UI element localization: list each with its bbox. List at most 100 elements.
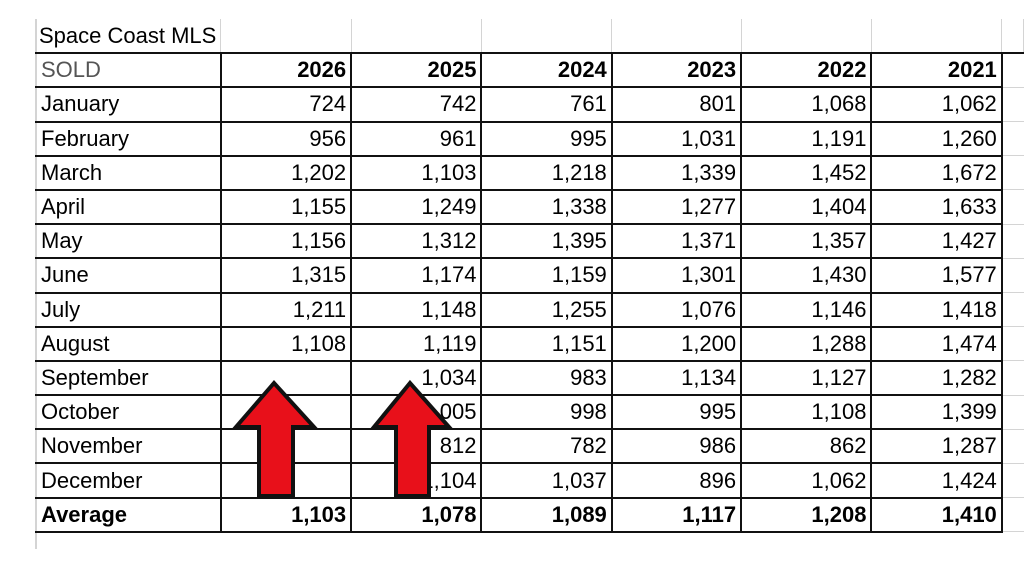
average-value-cell[interactable]: 1,103 bbox=[220, 497, 353, 533]
value-cell[interactable]: 1,202 bbox=[220, 155, 353, 191]
month-label-cell[interactable]: August bbox=[35, 326, 222, 362]
empty-cell[interactable] bbox=[1001, 326, 1024, 362]
value-cell[interactable]: 1,103 bbox=[351, 155, 483, 191]
value-cell[interactable]: 1,577 bbox=[871, 258, 1003, 294]
value-cell[interactable]: 1,418 bbox=[871, 292, 1003, 328]
empty-cell[interactable] bbox=[741, 19, 872, 54]
value-cell[interactable]: 1,424 bbox=[871, 463, 1003, 499]
value-cell[interactable]: 998 bbox=[481, 395, 613, 431]
value-cell[interactable]: 1,430 bbox=[741, 258, 873, 294]
value-cell[interactable]: 1,277 bbox=[611, 189, 743, 226]
month-label-cell[interactable]: February bbox=[35, 121, 222, 157]
empty-cell[interactable] bbox=[1001, 155, 1024, 191]
empty-cell[interactable] bbox=[1001, 429, 1024, 464]
empty-cell[interactable] bbox=[1001, 87, 1024, 123]
value-cell[interactable]: 1,200 bbox=[611, 326, 743, 362]
value-cell[interactable]: 1,174 bbox=[351, 258, 483, 294]
value-cell[interactable]: 761 bbox=[481, 87, 613, 123]
value-cell[interactable] bbox=[220, 463, 353, 499]
average-value-cell[interactable]: 1,089 bbox=[481, 497, 613, 533]
value-cell[interactable]: 1,034 bbox=[351, 360, 483, 397]
year-header-cell[interactable]: 2023 bbox=[611, 52, 743, 89]
value-cell[interactable]: 1,159 bbox=[481, 258, 613, 294]
year-header-cell[interactable]: 2021 bbox=[871, 52, 1003, 89]
value-cell[interactable]: 812 bbox=[351, 429, 483, 465]
value-cell[interactable]: 1,155 bbox=[220, 189, 353, 226]
average-value-cell[interactable]: 1,208 bbox=[741, 497, 873, 533]
value-cell[interactable]: 1,315 bbox=[220, 258, 353, 294]
month-label-cell[interactable]: June bbox=[35, 258, 222, 294]
month-label-cell[interactable]: April bbox=[35, 189, 222, 226]
average-value-cell[interactable]: 1,410 bbox=[871, 497, 1003, 533]
month-label-cell[interactable]: October bbox=[35, 395, 222, 431]
value-cell[interactable]: 1,339 bbox=[611, 155, 743, 191]
value-cell[interactable]: 724 bbox=[220, 87, 353, 123]
year-header-cell[interactable]: 2026 bbox=[220, 52, 353, 89]
value-cell[interactable]: 862 bbox=[741, 429, 873, 465]
value-cell[interactable]: 1,282 bbox=[871, 360, 1003, 397]
empty-cell[interactable] bbox=[1001, 258, 1024, 294]
value-cell[interactable]: 801 bbox=[611, 87, 743, 123]
value-cell[interactable]: 1,062 bbox=[871, 87, 1003, 123]
empty-cell[interactable] bbox=[481, 19, 613, 54]
value-cell[interactable]: 1,633 bbox=[871, 189, 1003, 226]
row-header-cell[interactable]: SOLD bbox=[35, 52, 222, 89]
month-label-cell[interactable]: November bbox=[35, 429, 222, 465]
month-label-cell[interactable]: March bbox=[35, 155, 222, 191]
empty-cell[interactable] bbox=[1001, 189, 1024, 225]
value-cell[interactable]: 961 bbox=[351, 121, 483, 157]
value-cell[interactable] bbox=[220, 395, 353, 431]
empty-cell[interactable] bbox=[1001, 463, 1024, 499]
value-cell[interactable]: 1,104 bbox=[351, 463, 483, 499]
value-cell[interactable]: 1,146 bbox=[741, 292, 873, 328]
value-cell[interactable]: 1,287 bbox=[871, 429, 1003, 465]
value-cell[interactable]: 1,301 bbox=[611, 258, 743, 294]
value-cell[interactable]: 1,108 bbox=[741, 395, 873, 431]
value-cell[interactable] bbox=[220, 360, 353, 397]
value-cell[interactable]: 1,357 bbox=[741, 224, 873, 260]
value-cell[interactable]: 1,218 bbox=[481, 155, 613, 191]
month-label-cell[interactable]: May bbox=[35, 224, 222, 260]
sheet-title-cell[interactable]: Space Coast MLS bbox=[35, 19, 222, 54]
value-cell[interactable]: 1,191 bbox=[741, 121, 873, 157]
average-value-cell[interactable]: 1,117 bbox=[611, 497, 743, 533]
value-cell[interactable]: 1,005 bbox=[351, 395, 483, 431]
value-cell[interactable]: 1,404 bbox=[741, 189, 873, 226]
value-cell[interactable]: 1,031 bbox=[611, 121, 743, 157]
value-cell[interactable]: 1,119 bbox=[351, 326, 483, 362]
value-cell[interactable]: 986 bbox=[611, 429, 743, 465]
value-cell[interactable]: 1,452 bbox=[741, 155, 873, 191]
value-cell[interactable]: 782 bbox=[481, 429, 613, 465]
month-label-cell[interactable]: December bbox=[35, 463, 222, 499]
value-cell[interactable]: 1,211 bbox=[220, 292, 353, 328]
empty-cell[interactable] bbox=[1001, 292, 1024, 328]
value-cell[interactable]: 1,312 bbox=[351, 224, 483, 260]
value-cell[interactable]: 1,672 bbox=[871, 155, 1003, 191]
average-label-cell[interactable]: Average bbox=[35, 497, 222, 533]
empty-cell[interactable] bbox=[220, 19, 352, 54]
year-header-cell[interactable]: 2024 bbox=[481, 52, 613, 89]
value-cell[interactable]: 1,037 bbox=[481, 463, 613, 499]
value-cell[interactable]: 1,288 bbox=[741, 326, 873, 362]
average-value-cell[interactable]: 1,078 bbox=[351, 497, 483, 533]
value-cell[interactable]: 1,156 bbox=[220, 224, 353, 260]
empty-cell[interactable] bbox=[1001, 52, 1024, 88]
empty-cell[interactable] bbox=[1001, 360, 1024, 396]
month-label-cell[interactable]: September bbox=[35, 360, 222, 397]
value-cell[interactable]: 995 bbox=[481, 121, 613, 157]
value-cell[interactable]: 1,255 bbox=[481, 292, 613, 328]
value-cell[interactable]: 1,474 bbox=[871, 326, 1003, 362]
value-cell[interactable]: 1,151 bbox=[481, 326, 613, 362]
value-cell[interactable]: 1,062 bbox=[741, 463, 873, 499]
empty-cell[interactable] bbox=[1001, 497, 1024, 533]
value-cell[interactable]: 1,427 bbox=[871, 224, 1003, 260]
empty-cell[interactable] bbox=[611, 19, 742, 54]
empty-cell[interactable] bbox=[1001, 224, 1024, 259]
empty-cell[interactable] bbox=[871, 19, 1003, 54]
value-cell[interactable]: 1,148 bbox=[351, 292, 483, 328]
value-cell[interactable]: 1,076 bbox=[611, 292, 743, 328]
empty-cell[interactable] bbox=[1001, 395, 1024, 430]
value-cell[interactable]: 1,399 bbox=[871, 395, 1003, 431]
value-cell[interactable]: 1,395 bbox=[481, 224, 613, 260]
month-label-cell[interactable]: July bbox=[35, 292, 222, 328]
